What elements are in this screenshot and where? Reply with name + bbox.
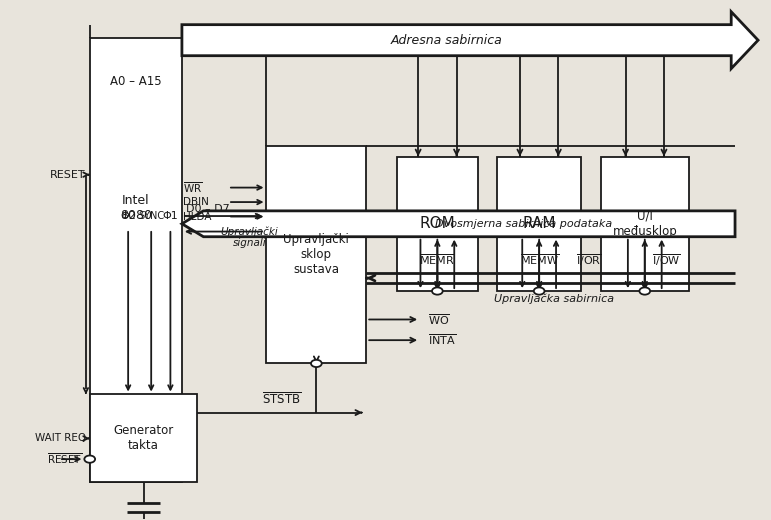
Text: Generator
takta: Generator takta bbox=[113, 424, 173, 452]
Text: D0 – D7: D0 – D7 bbox=[186, 204, 230, 214]
Bar bbox=[497, 157, 581, 291]
Text: $\overline{\rm INTA}$: $\overline{\rm INTA}$ bbox=[428, 333, 456, 347]
Text: $\overline{\rm MEMW}$: $\overline{\rm MEMW}$ bbox=[520, 253, 559, 267]
Bar bbox=[267, 146, 366, 363]
Text: RAM: RAM bbox=[523, 216, 556, 231]
Text: $\overline{\rm RESET}$: $\overline{\rm RESET}$ bbox=[47, 452, 82, 466]
Text: $\overline{\rm I/OW}$: $\overline{\rm I/OW}$ bbox=[651, 252, 680, 268]
Text: $\overline{\rm WR}$: $\overline{\rm WR}$ bbox=[183, 180, 203, 195]
Text: Upravljačka sabirnica: Upravljačka sabirnica bbox=[494, 294, 614, 304]
Text: U/I
međusklop: U/I međusklop bbox=[612, 210, 677, 238]
Circle shape bbox=[639, 288, 650, 295]
Polygon shape bbox=[182, 211, 735, 237]
Bar bbox=[397, 157, 478, 291]
Text: $\overline{\rm I/OR}$: $\overline{\rm I/OR}$ bbox=[576, 252, 602, 268]
Text: $\overline{\rm STSTB}$: $\overline{\rm STSTB}$ bbox=[262, 392, 301, 408]
Text: A0 – A15: A0 – A15 bbox=[110, 75, 162, 88]
Circle shape bbox=[534, 288, 544, 295]
Bar bbox=[89, 395, 197, 483]
Text: RESET: RESET bbox=[50, 170, 86, 179]
Circle shape bbox=[84, 456, 95, 463]
Text: SYNC: SYNC bbox=[138, 211, 164, 221]
Text: ROM: ROM bbox=[419, 216, 455, 231]
Text: Adresna sabirnica: Adresna sabirnica bbox=[391, 34, 503, 47]
Text: $\overline{\rm MEMR}$: $\overline{\rm MEMR}$ bbox=[419, 253, 456, 267]
Text: Upravljački
signali: Upravljački signali bbox=[221, 226, 278, 248]
Polygon shape bbox=[182, 12, 758, 69]
Text: Intel
8080: Intel 8080 bbox=[120, 194, 152, 222]
Bar bbox=[601, 157, 689, 291]
Text: WAIT REQ: WAIT REQ bbox=[35, 434, 86, 444]
Text: HLDA: HLDA bbox=[183, 212, 212, 222]
Text: $\overline{\rm WO}$: $\overline{\rm WO}$ bbox=[428, 312, 449, 327]
Text: Upravljački
sklop
sustava: Upravljački sklop sustava bbox=[284, 233, 349, 276]
Circle shape bbox=[311, 360, 322, 367]
Text: Φ2: Φ2 bbox=[120, 211, 136, 221]
Text: Φ1: Φ1 bbox=[163, 211, 178, 221]
Circle shape bbox=[432, 288, 443, 295]
Text: DBIN: DBIN bbox=[183, 197, 210, 207]
Text: Dvosmjerna sabirnica podataka: Dvosmjerna sabirnica podataka bbox=[435, 219, 612, 229]
Bar bbox=[89, 37, 182, 483]
